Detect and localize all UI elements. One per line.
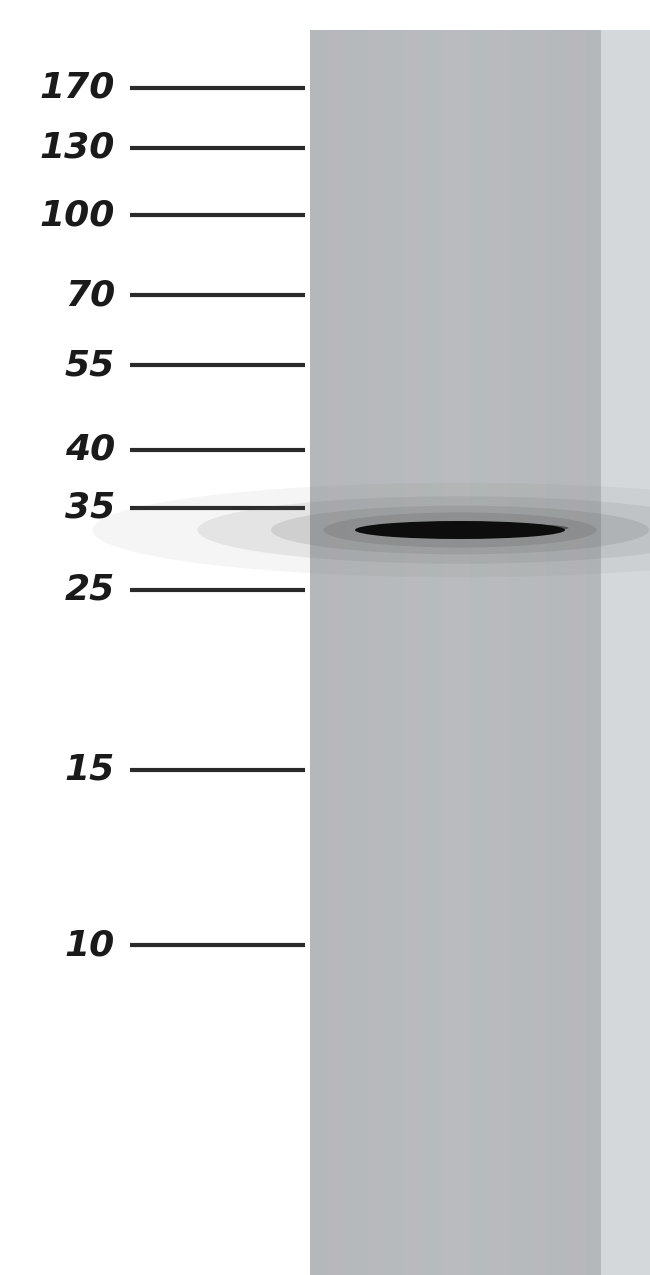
Bar [397, 31, 401, 1275]
Ellipse shape [92, 483, 650, 578]
Bar [354, 31, 358, 1275]
Bar [393, 31, 398, 1275]
Bar [491, 31, 495, 1275]
Bar [350, 31, 354, 1275]
Bar [488, 31, 492, 1275]
Bar [422, 31, 426, 1275]
Text: 170: 170 [40, 71, 115, 105]
Bar [480, 31, 484, 1275]
Bar [593, 31, 597, 1275]
Bar [549, 31, 553, 1275]
Bar [430, 31, 434, 1275]
Bar [589, 31, 593, 1275]
Bar [571, 31, 575, 1275]
Bar [386, 31, 390, 1275]
Text: 40: 40 [65, 434, 115, 467]
Bar [502, 31, 506, 1275]
Bar [339, 31, 343, 1275]
Bar [538, 31, 543, 1275]
Bar [346, 31, 350, 1275]
Bar [310, 31, 314, 1275]
Bar [313, 31, 318, 1275]
Bar [476, 31, 481, 1275]
Text: 130: 130 [40, 131, 115, 164]
Bar [411, 31, 415, 1275]
Ellipse shape [271, 506, 649, 555]
Bar [382, 31, 387, 1275]
Bar [535, 31, 539, 1275]
Bar [531, 31, 535, 1275]
Bar [510, 31, 514, 1275]
Bar [368, 31, 372, 1275]
Bar [324, 31, 329, 1275]
Bar [462, 31, 467, 1275]
Bar [484, 31, 488, 1275]
Bar [332, 31, 336, 1275]
Bar [361, 31, 365, 1275]
Bar [560, 31, 564, 1275]
Bar [466, 31, 470, 1275]
Bar [444, 31, 448, 1275]
Bar [473, 31, 477, 1275]
Ellipse shape [198, 496, 650, 564]
Bar [517, 31, 521, 1275]
Bar [582, 31, 586, 1275]
Bar [379, 31, 383, 1275]
Bar [321, 31, 325, 1275]
Bar [451, 31, 456, 1275]
Bar [495, 31, 499, 1275]
Text: 100: 100 [40, 198, 115, 232]
Bar [545, 31, 550, 1275]
Bar [335, 31, 339, 1275]
Bar [390, 31, 394, 1275]
Bar [459, 31, 463, 1275]
Bar [328, 31, 332, 1275]
Text: 25: 25 [65, 572, 115, 607]
Bar [441, 31, 445, 1275]
Bar [528, 31, 532, 1275]
Ellipse shape [324, 513, 597, 547]
Bar [506, 31, 510, 1275]
Text: 55: 55 [65, 348, 115, 382]
Bar [567, 31, 571, 1275]
Text: 10: 10 [65, 928, 115, 963]
Bar [597, 31, 601, 1275]
Bar [404, 31, 408, 1275]
Bar [553, 31, 557, 1275]
Bar [513, 31, 517, 1275]
Bar [343, 31, 346, 1275]
Bar [437, 31, 441, 1275]
Bar [419, 31, 423, 1275]
Ellipse shape [421, 524, 569, 533]
Bar [372, 31, 376, 1275]
Bar [586, 31, 590, 1275]
Bar [556, 31, 560, 1275]
Ellipse shape [355, 521, 565, 539]
Bar [600, 31, 650, 1275]
Bar [357, 31, 361, 1275]
Bar [434, 31, 437, 1275]
Bar [426, 31, 430, 1275]
Text: 15: 15 [65, 754, 115, 787]
Bar [499, 31, 502, 1275]
Text: 70: 70 [65, 278, 115, 312]
Bar [400, 31, 405, 1275]
Bar [575, 31, 578, 1275]
Bar [310, 31, 600, 1275]
Text: 35: 35 [65, 491, 115, 525]
Bar [415, 31, 419, 1275]
Bar [564, 31, 568, 1275]
Bar [317, 31, 321, 1275]
Bar [469, 31, 474, 1275]
Bar [365, 31, 369, 1275]
Bar [375, 31, 380, 1275]
Bar [448, 31, 452, 1275]
Bar [520, 31, 525, 1275]
Bar [542, 31, 546, 1275]
Bar [524, 31, 528, 1275]
Bar [578, 31, 582, 1275]
Bar [455, 31, 459, 1275]
Bar [408, 31, 412, 1275]
